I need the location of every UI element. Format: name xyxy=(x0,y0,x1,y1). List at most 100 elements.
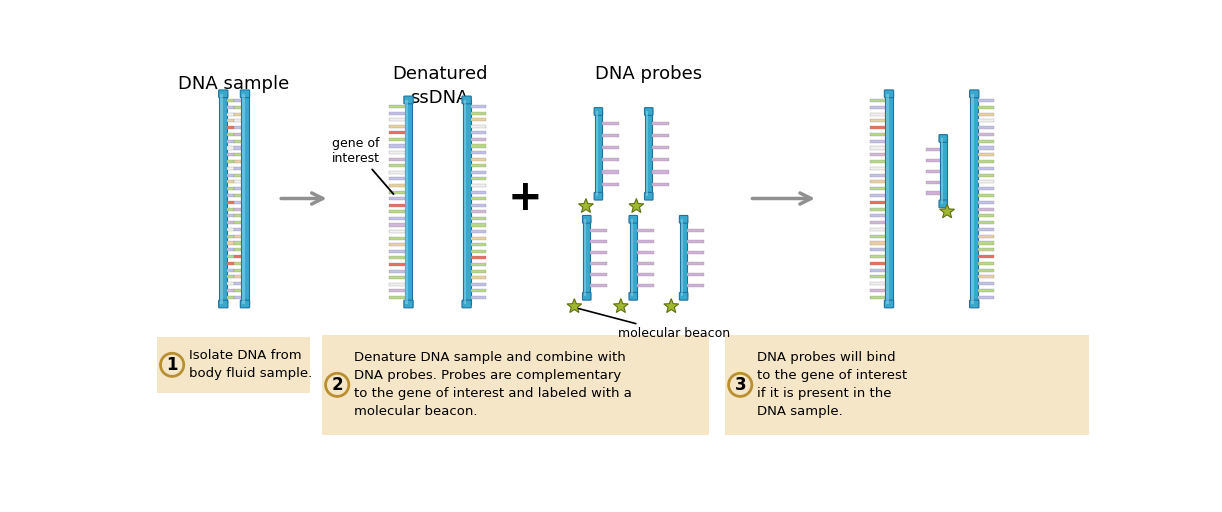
Bar xyxy=(978,187,993,190)
Bar xyxy=(235,207,241,210)
Bar xyxy=(470,184,486,187)
FancyBboxPatch shape xyxy=(644,193,653,200)
Bar xyxy=(926,159,940,162)
Bar xyxy=(940,138,947,204)
Bar xyxy=(978,194,993,197)
Bar xyxy=(235,289,241,292)
Bar xyxy=(227,269,235,272)
Bar xyxy=(227,234,235,238)
Bar xyxy=(227,282,235,285)
Bar xyxy=(687,240,704,243)
Bar xyxy=(470,217,486,220)
FancyBboxPatch shape xyxy=(938,200,947,208)
Bar xyxy=(227,228,235,231)
Bar xyxy=(227,160,235,163)
FancyBboxPatch shape xyxy=(583,292,591,300)
Bar xyxy=(978,207,993,210)
Text: DNA sample: DNA sample xyxy=(178,75,290,93)
Bar xyxy=(389,164,404,167)
Text: 1: 1 xyxy=(166,356,178,374)
Bar xyxy=(978,201,993,204)
Bar xyxy=(235,174,241,177)
Circle shape xyxy=(325,373,348,396)
Bar xyxy=(978,228,993,231)
Bar xyxy=(470,158,486,161)
Bar xyxy=(637,273,654,276)
Bar xyxy=(870,228,885,231)
Bar xyxy=(227,113,235,116)
Bar xyxy=(235,221,241,224)
Bar xyxy=(389,151,404,154)
Bar xyxy=(870,295,885,298)
Bar xyxy=(870,282,885,285)
Bar xyxy=(870,275,885,279)
Bar xyxy=(235,160,241,163)
Bar xyxy=(227,201,235,204)
Bar xyxy=(227,133,235,136)
Bar xyxy=(941,138,943,204)
Polygon shape xyxy=(613,298,628,312)
FancyBboxPatch shape xyxy=(885,300,893,308)
Bar xyxy=(235,180,241,183)
Bar xyxy=(687,284,704,287)
Bar xyxy=(629,219,637,296)
Bar xyxy=(978,295,993,298)
Bar xyxy=(227,207,235,210)
FancyBboxPatch shape xyxy=(679,216,688,223)
Bar xyxy=(470,131,486,134)
Bar xyxy=(235,194,241,197)
Bar xyxy=(470,105,486,108)
Bar xyxy=(235,295,241,298)
Bar xyxy=(470,210,486,214)
FancyBboxPatch shape xyxy=(462,300,472,308)
Polygon shape xyxy=(567,298,582,312)
Bar xyxy=(389,217,404,220)
Bar xyxy=(590,262,607,265)
Bar xyxy=(978,180,993,183)
Bar xyxy=(870,289,885,292)
Bar xyxy=(389,184,404,187)
Bar xyxy=(978,282,993,285)
Bar xyxy=(389,243,404,246)
Bar xyxy=(978,255,993,258)
Bar xyxy=(870,153,885,156)
FancyBboxPatch shape xyxy=(241,90,249,98)
Bar xyxy=(926,169,940,173)
Bar xyxy=(404,100,412,304)
FancyBboxPatch shape xyxy=(594,108,602,115)
Bar xyxy=(389,210,404,214)
Bar xyxy=(870,248,885,251)
Bar xyxy=(220,94,222,304)
Bar xyxy=(602,158,618,161)
Bar xyxy=(637,240,654,243)
Bar xyxy=(870,174,885,177)
Circle shape xyxy=(160,353,183,376)
Bar xyxy=(590,240,607,243)
Bar xyxy=(978,221,993,224)
FancyBboxPatch shape xyxy=(241,300,249,308)
Bar xyxy=(389,237,404,240)
Bar xyxy=(227,167,235,170)
FancyBboxPatch shape xyxy=(679,292,688,300)
Bar xyxy=(885,94,893,304)
Bar xyxy=(645,112,653,196)
Text: Isolate DNA from
body fluid sample.: Isolate DNA from body fluid sample. xyxy=(189,349,313,380)
Bar xyxy=(235,242,241,245)
Bar xyxy=(389,125,404,128)
Bar xyxy=(227,180,235,183)
FancyBboxPatch shape xyxy=(403,300,413,308)
Bar xyxy=(886,94,888,304)
Bar xyxy=(926,191,940,195)
Bar xyxy=(463,100,467,304)
Bar xyxy=(470,230,486,233)
Bar xyxy=(978,106,993,109)
Bar xyxy=(406,100,408,304)
Bar xyxy=(602,183,618,186)
Bar xyxy=(978,167,993,170)
Bar xyxy=(602,134,618,137)
FancyBboxPatch shape xyxy=(403,96,413,104)
Bar xyxy=(978,234,993,238)
Bar xyxy=(978,99,993,102)
Bar xyxy=(220,94,227,304)
Bar xyxy=(978,126,993,129)
